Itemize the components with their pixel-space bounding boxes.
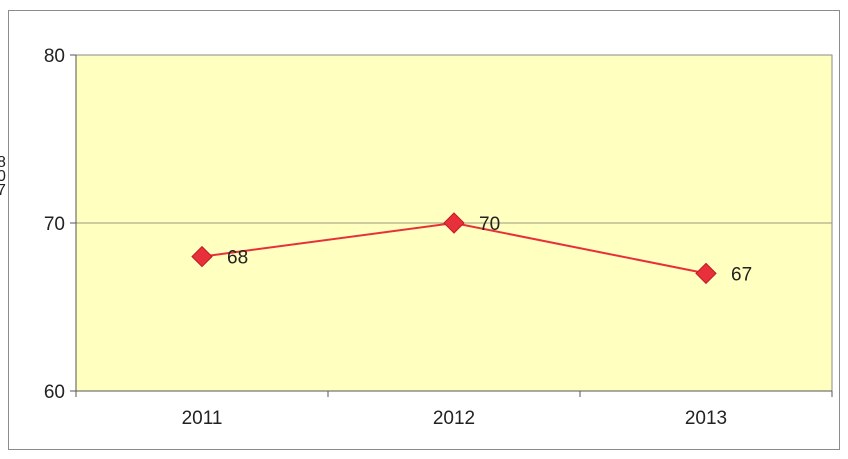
data-label: 67 bbox=[731, 264, 752, 285]
y-tick-label: 80 bbox=[44, 46, 65, 67]
edge-glyph: 8 bbox=[0, 156, 6, 171]
data-point-marker bbox=[191, 245, 213, 268]
edge-glyph: 7 bbox=[0, 182, 6, 199]
data-labels: 68 70 67 bbox=[227, 214, 752, 285]
y-tick-label: 60 bbox=[44, 382, 65, 403]
edge-glyph: 0 bbox=[0, 168, 6, 185]
y-axis-ticks: 60 70 80 bbox=[44, 46, 76, 403]
data-point-marker bbox=[443, 212, 465, 234]
data-label: 68 bbox=[227, 248, 248, 269]
x-tick-label: 2011 bbox=[182, 408, 223, 429]
x-tick-label: 2012 bbox=[433, 408, 475, 429]
data-point-marker bbox=[695, 262, 717, 285]
x-tick-label: 2013 bbox=[685, 408, 727, 429]
x-axis-ticks: 2011 2012 2013 bbox=[75, 391, 833, 429]
data-label: 70 bbox=[479, 214, 500, 235]
y-tick-label: 70 bbox=[44, 214, 65, 235]
cropped-left-edge-text: 8 0 7 bbox=[0, 156, 8, 216]
series-group bbox=[191, 212, 717, 285]
